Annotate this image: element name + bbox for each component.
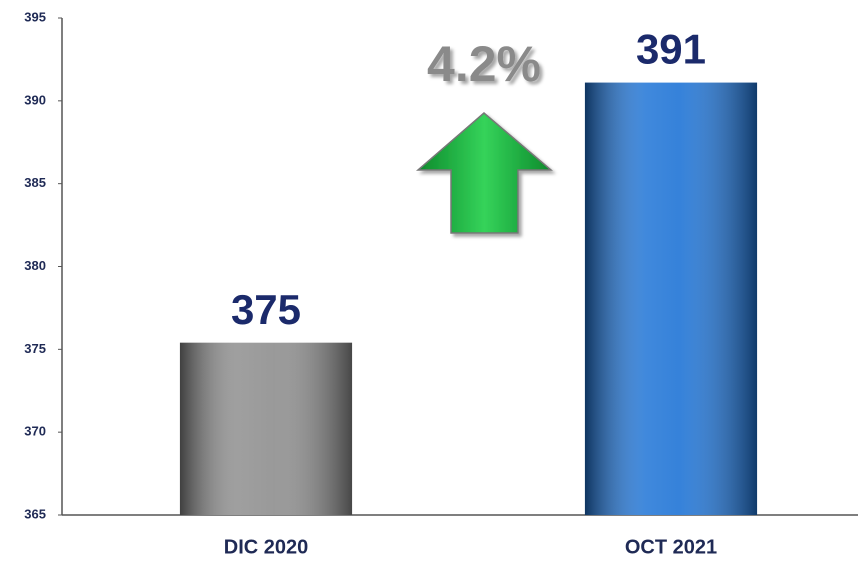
y-tick-label: 365 bbox=[24, 506, 46, 521]
data-label: 391 bbox=[636, 26, 706, 73]
y-tick-label: 375 bbox=[24, 341, 46, 356]
y-tick-label: 380 bbox=[24, 258, 46, 273]
bar-shade bbox=[179, 342, 353, 515]
x-tick-label: OCT 2021 bbox=[625, 536, 717, 558]
y-tick-label: 370 bbox=[24, 424, 46, 439]
y-tick-label: 395 bbox=[24, 9, 46, 24]
bar-shade bbox=[584, 82, 758, 516]
annotation: 4.2% bbox=[427, 36, 541, 92]
x-tick-label: DIC 2020 bbox=[224, 536, 309, 558]
data-label: 375 bbox=[231, 286, 301, 333]
y-tick-label: 385 bbox=[24, 175, 46, 190]
up-arrow bbox=[415, 112, 554, 234]
y-tick-label: 390 bbox=[24, 92, 46, 107]
